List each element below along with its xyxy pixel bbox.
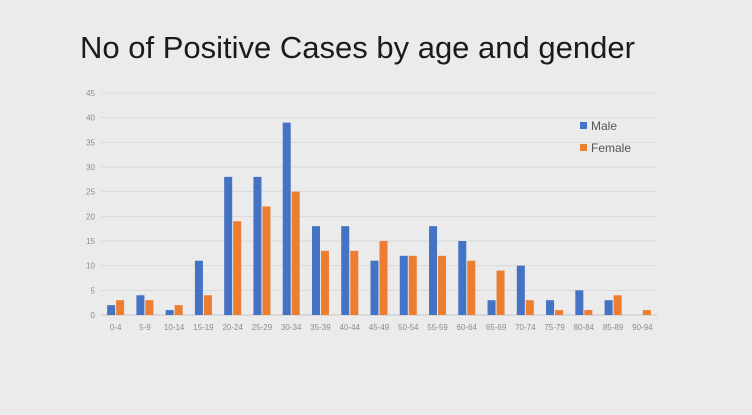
bar-male [253, 176, 262, 315]
y-tick-label: 35 [86, 138, 95, 147]
bar-male [341, 226, 350, 315]
x-tick-label: 15-19 [193, 323, 214, 332]
x-tick-label: 60-64 [457, 323, 478, 332]
bar-female [555, 310, 564, 315]
y-tick-label: 40 [86, 114, 95, 123]
legend-label-female: Female [591, 141, 631, 155]
y-tick-label: 0 [91, 311, 96, 320]
x-tick-label: 80-84 [574, 323, 595, 332]
bar-male [604, 300, 613, 315]
bar-female [174, 305, 183, 315]
bar-male [429, 226, 438, 315]
bar-male [516, 265, 525, 315]
x-tick-label: 65-69 [486, 323, 507, 332]
legend-swatch-male [580, 122, 587, 129]
y-tick-label: 5 [91, 286, 96, 295]
bar-female [584, 310, 593, 315]
bar-female [203, 295, 212, 315]
y-tick-label: 15 [86, 237, 95, 246]
bar-female [233, 221, 242, 315]
x-tick-label: 55-59 [427, 323, 448, 332]
x-tick-label: 45-49 [369, 323, 390, 332]
bar-female [320, 250, 329, 315]
x-tick-label: 40-44 [340, 323, 361, 332]
bar-female [145, 300, 154, 315]
x-tick-label: 30-34 [281, 323, 302, 332]
bar-male [107, 305, 116, 315]
bar-male [165, 310, 174, 315]
bar-female [408, 255, 417, 315]
bar-male [370, 260, 379, 315]
bar-male [224, 176, 233, 315]
bar-female [467, 260, 476, 315]
bar-male [311, 226, 320, 315]
legend-swatch-female [580, 144, 587, 151]
bar-male [546, 300, 555, 315]
bar-male [194, 260, 203, 315]
bar-female [525, 300, 534, 315]
x-tick-label: 25-29 [252, 323, 273, 332]
y-tick-label: 30 [86, 163, 95, 172]
x-tick-label: 70-74 [515, 323, 536, 332]
x-tick-label: 75-79 [544, 323, 565, 332]
x-tick-label: 50-54 [398, 323, 419, 332]
y-tick-label: 10 [86, 262, 95, 271]
bar-male [136, 295, 145, 315]
bar-female [613, 295, 622, 315]
bar-female [116, 300, 125, 315]
x-tick-label: 0-4 [110, 323, 122, 332]
bar-male [399, 255, 408, 315]
bar-female [262, 206, 271, 315]
x-tick-label: 85-89 [603, 323, 624, 332]
x-tick-label: 20-24 [222, 323, 243, 332]
bar-female [291, 191, 300, 315]
bar-male [575, 290, 584, 315]
bar-female [438, 255, 447, 315]
x-tick-label: 5-9 [139, 323, 151, 332]
bar-female [642, 310, 651, 315]
legend-label-male: Male [591, 119, 617, 133]
chart-title: No of Positive Cases by age and gender [80, 30, 635, 65]
bar-female [350, 250, 359, 315]
x-tick-label: 90-94 [632, 323, 653, 332]
bar-female [379, 241, 388, 315]
y-tick-label: 25 [86, 188, 95, 197]
bar-female [496, 270, 505, 315]
bar-male [282, 122, 291, 315]
y-tick-label: 20 [86, 212, 95, 221]
y-tick-label: 45 [86, 89, 95, 98]
x-tick-label: 35-39 [310, 323, 331, 332]
bar-male [487, 300, 496, 315]
bar-male [458, 241, 467, 315]
x-tick-label: 10-14 [164, 323, 185, 332]
